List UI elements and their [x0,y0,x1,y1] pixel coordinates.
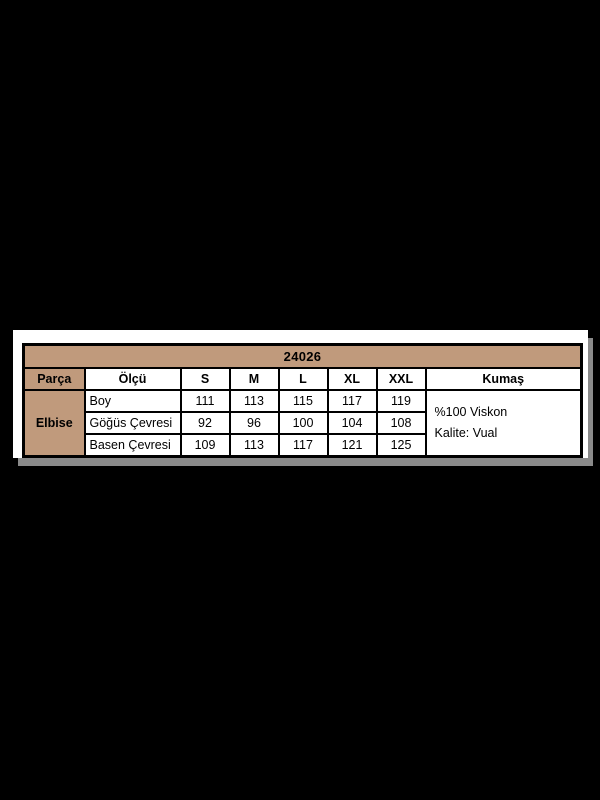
fabric-quality: Kalite: Vual [434,426,498,440]
col-header-l: L [277,367,329,391]
size-value: 121 [326,433,378,458]
table-row-basen-cevresi: Basen Çevresi 109 113 117 121 125 [24,433,582,458]
col-header-xl: XL [326,367,378,391]
size-chart-table: 24026 Parça Ölçü S M L XL XXL Kumaş Elbi… [22,343,583,458]
size-value: 125 [375,433,427,458]
size-value: 117 [326,389,378,413]
group-cell-elbise: Elbise [22,389,86,458]
row-label-basen-cevresi: Basen Çevresi [83,433,182,458]
size-value: 119 [375,389,427,413]
size-value: 96 [228,411,280,435]
col-header-xxl: XXL [375,367,427,391]
fabric-info-cell: %100 Viskon Kalite: Vual [424,389,583,458]
row-label-boy: Boy [83,389,182,413]
size-value: 117 [277,433,329,458]
table-row-gogus-cevresi: Göğüs Çevresi 92 96 100 104 108 [24,411,582,435]
table-header-row: Parça Ölçü S M L XL XXL Kumaş [22,367,583,391]
table-title-row: 24026 [22,343,583,369]
size-value: 113 [228,389,280,413]
size-value: 111 [179,389,231,413]
size-value: 104 [326,411,378,435]
fabric-composition: %100 Viskon [434,405,508,419]
table-row-boy: Elbise Boy 111 113 115 117 119 %100 Visk… [22,389,583,458]
size-value: 92 [179,411,231,435]
size-value: 115 [277,389,329,413]
col-header-s: S [179,367,231,391]
col-header-olcu: Ölçü [83,367,182,391]
col-header-m: M [228,367,280,391]
size-chart-panel: 24026 Parça Ölçü S M L XL XXL Kumaş Elbi… [13,330,588,458]
size-value: 100 [277,411,329,435]
col-header-parca: Parça [22,367,86,391]
size-value: 109 [179,433,231,458]
row-label-gogus-cevresi: Göğüs Çevresi [83,411,182,435]
size-value: 108 [375,411,427,435]
size-value: 113 [228,433,280,458]
col-header-kumas: Kumaş [424,367,583,391]
product-code-title: 24026 [22,343,583,369]
